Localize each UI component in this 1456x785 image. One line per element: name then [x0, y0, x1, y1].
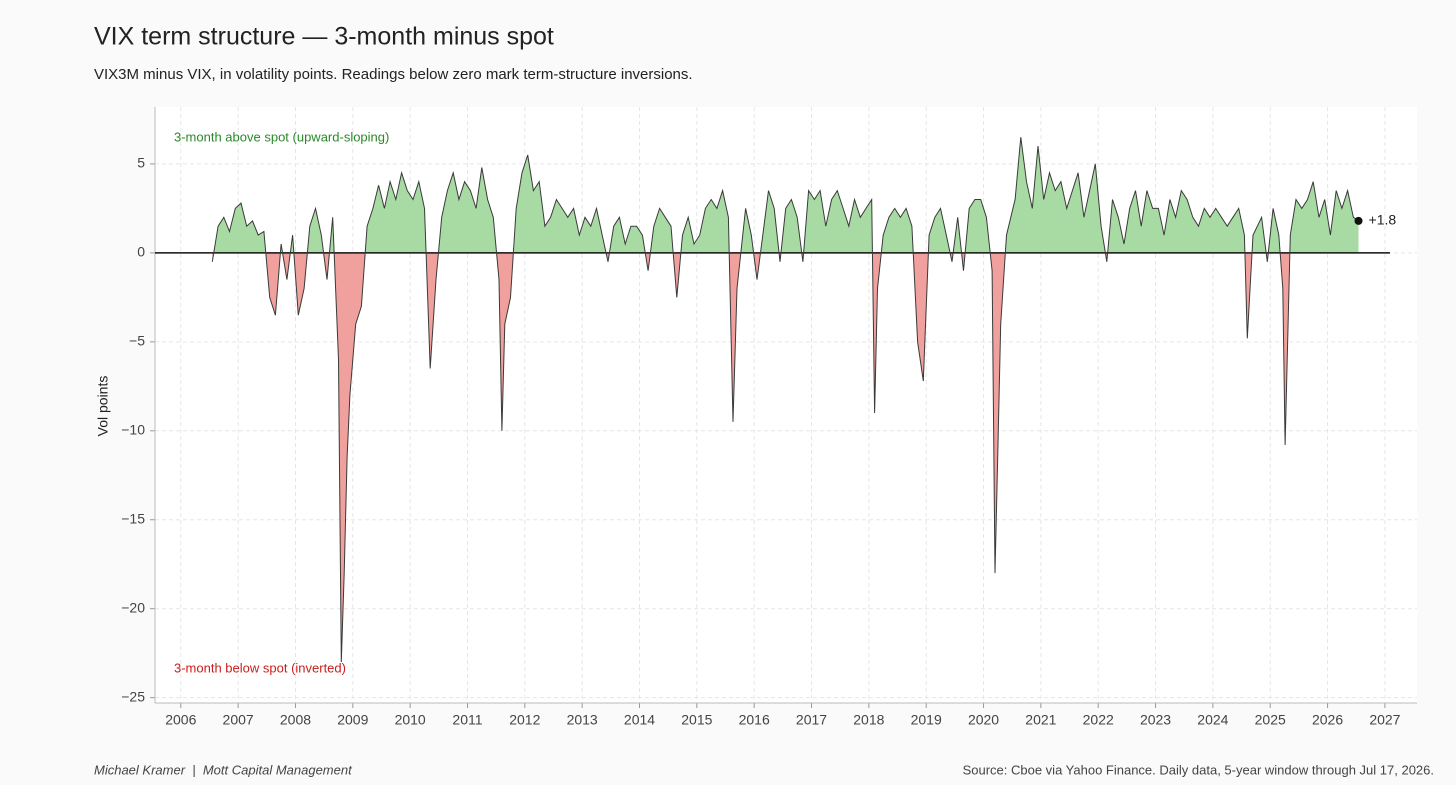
x-tick-label: 2008 — [280, 712, 311, 728]
y-tick-label: 0 — [137, 244, 145, 260]
x-tick-label: 2013 — [567, 712, 598, 728]
x-tick-label: 2014 — [624, 712, 655, 728]
y-tick-label: 5 — [137, 155, 145, 171]
annotation-above: 3-month above spot (upward-sloping) — [174, 129, 389, 144]
x-tick-label: 2011 — [452, 712, 482, 728]
y-axis-label: Vol points — [95, 376, 111, 437]
last-point — [1354, 216, 1363, 225]
plot-area — [155, 107, 1417, 703]
x-tick-label: 2006 — [165, 712, 196, 728]
x-tick-label: 2016 — [739, 712, 770, 728]
y-tick-label: −25 — [121, 688, 145, 704]
author: Michael Kramer | Mott Capital Management — [94, 762, 353, 777]
y-tick-label: −10 — [121, 422, 145, 438]
x-tick-label: 2012 — [509, 712, 540, 728]
x-tick-label: 2010 — [395, 712, 426, 728]
x-tick-label: 2021 — [1025, 712, 1056, 728]
x-tick-label: 2026 — [1312, 712, 1343, 728]
last-value-label: +1.8 — [1369, 212, 1397, 228]
x-tick-label: 2025 — [1255, 712, 1286, 728]
x-tick-label: 2024 — [1197, 712, 1228, 728]
x-tick-label: 2019 — [911, 712, 942, 728]
x-tick-label: 2007 — [223, 712, 254, 728]
annotation-below: 3-month below spot (inverted) — [174, 660, 346, 675]
positive-area — [213, 137, 1359, 253]
source: Source: Cboe via Yahoo Finance. Daily da… — [963, 762, 1434, 777]
x-tick-label: 2015 — [681, 712, 712, 728]
x-tick-label: 2017 — [796, 712, 827, 728]
x-tick-label: 2022 — [1083, 712, 1114, 728]
x-tick-label: 2009 — [337, 712, 368, 728]
y-tick-label: −5 — [129, 333, 145, 349]
chart-title: VIX term structure — 3-month minus spot — [94, 23, 554, 51]
x-tick-label: 2020 — [968, 712, 999, 728]
x-tick-label: 2018 — [853, 712, 884, 728]
y-tick-label: −15 — [121, 510, 145, 526]
x-tick-label: 2023 — [1140, 712, 1171, 728]
y-tick-label: −20 — [121, 599, 145, 615]
chart-subtitle: VIX3M minus VIX, in volatility points. R… — [94, 66, 693, 83]
series-line — [211, 137, 1359, 663]
x-tick-label: 2027 — [1369, 712, 1400, 728]
